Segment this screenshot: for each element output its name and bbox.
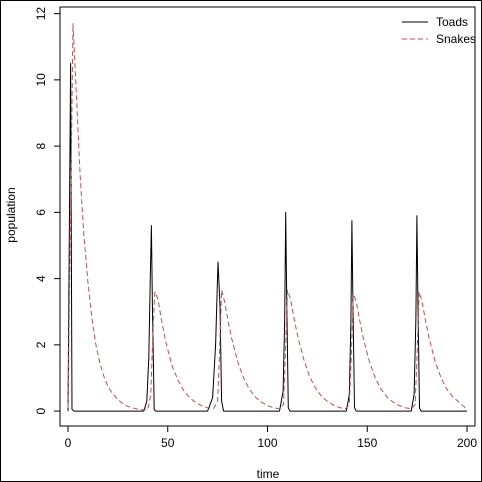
series-line-snakes [67,23,468,411]
plot-area-border [59,6,476,427]
y-tick-label: 0 [34,407,48,414]
x-tick-label: 0 [65,436,72,450]
y-tick-label: 8 [34,142,48,149]
y-tick-label: 6 [34,209,48,216]
x-tick-label: 200 [457,436,477,450]
x-tick-label: 150 [357,436,377,450]
y-tick-label: 10 [34,73,48,87]
y-tick-label: 12 [34,7,48,21]
x-tick-label: 50 [161,436,175,450]
y-tick-label: 2 [34,341,48,348]
y-axis-title: population [4,187,18,242]
series-line-toads [67,62,467,412]
x-tick-label: 100 [257,436,277,450]
y-tick-label: 4 [34,275,48,282]
legend-label-snakes: Snakes [436,32,476,46]
legend-label-toads: Toads [436,15,468,29]
x-axis-title: time [257,467,280,481]
